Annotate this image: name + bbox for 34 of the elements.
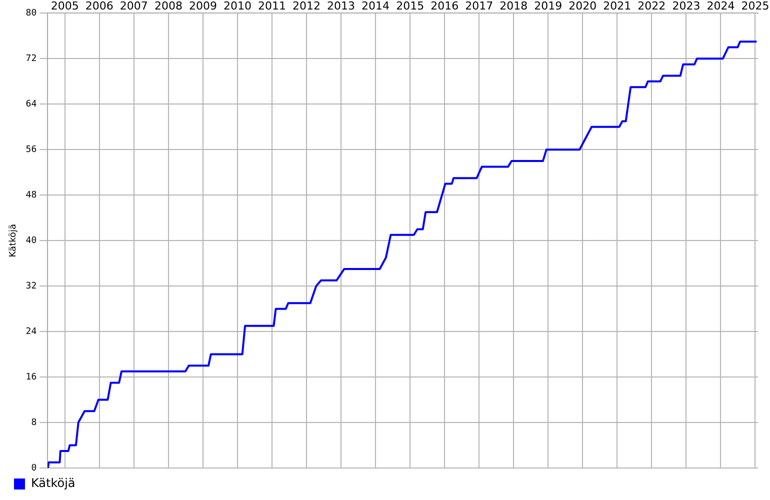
legend-label: Kätköjä bbox=[31, 476, 76, 490]
x-tick-label: 2006 bbox=[85, 0, 114, 12]
y-tick-label: 24 bbox=[26, 326, 37, 337]
x-tick-label: 2016 bbox=[430, 0, 459, 12]
x-tick-label: 2009 bbox=[188, 0, 217, 12]
x-tick-label: 2018 bbox=[500, 0, 528, 12]
y-tick-label: 32 bbox=[26, 281, 37, 292]
x-tick-label: 2017 bbox=[465, 0, 494, 12]
x-tick-label: 2007 bbox=[120, 0, 148, 12]
x-tick-label: 2023 bbox=[672, 0, 700, 12]
x-tick-label: 2020 bbox=[568, 0, 597, 12]
y-tick-label: 72 bbox=[26, 54, 37, 64]
y-tick-label: 8 bbox=[31, 418, 37, 428]
y-tick-label: 56 bbox=[26, 144, 37, 155]
x-tick-label: 2005 bbox=[50, 0, 79, 12]
x-tick-label: 2022 bbox=[638, 0, 666, 12]
y-tick-label: 64 bbox=[26, 100, 37, 110]
x-tick-label: 2013 bbox=[327, 0, 356, 12]
x-tick-label: 2011 bbox=[258, 0, 286, 12]
x-tick-label: 2008 bbox=[154, 0, 182, 12]
x-tick-label: 2021 bbox=[603, 0, 632, 12]
y-tick-label: 48 bbox=[26, 190, 37, 200]
y-tick-label: 0 bbox=[31, 463, 37, 474]
x-tick-label: 2019 bbox=[534, 0, 562, 12]
x-tick-label: 2010 bbox=[223, 0, 252, 12]
x-tick-label: 2024 bbox=[706, 0, 735, 12]
x-tick-label: 2015 bbox=[396, 0, 424, 12]
y-axis-title: Kätköjä bbox=[8, 224, 19, 258]
x-tick-label: 2025 bbox=[741, 0, 770, 12]
y-tick-label: 80 bbox=[26, 8, 37, 19]
x-tick-label: 2012 bbox=[292, 0, 321, 12]
y-tick-label: 40 bbox=[26, 236, 37, 246]
y-tick-label: 16 bbox=[26, 372, 37, 382]
x-tick-label: 2014 bbox=[362, 0, 390, 12]
